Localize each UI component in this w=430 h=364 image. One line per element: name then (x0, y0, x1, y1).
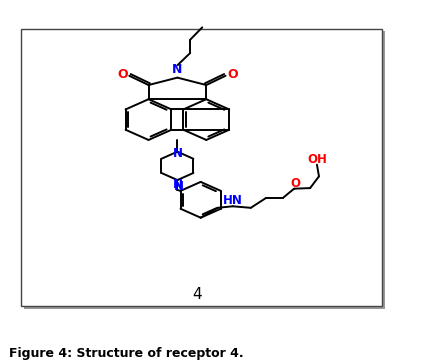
Text: N: N (173, 180, 183, 193)
Text: HN: HN (222, 194, 242, 207)
Text: N: N (172, 63, 182, 76)
Text: Figure 4: Structure of receptor 4.: Figure 4: Structure of receptor 4. (9, 347, 243, 360)
Text: 4: 4 (192, 287, 202, 302)
Text: N: N (172, 178, 182, 191)
Text: OH: OH (306, 153, 326, 166)
Text: O: O (227, 68, 237, 81)
Text: O: O (117, 68, 127, 81)
Text: O: O (289, 177, 299, 190)
Text: N: N (172, 147, 182, 160)
